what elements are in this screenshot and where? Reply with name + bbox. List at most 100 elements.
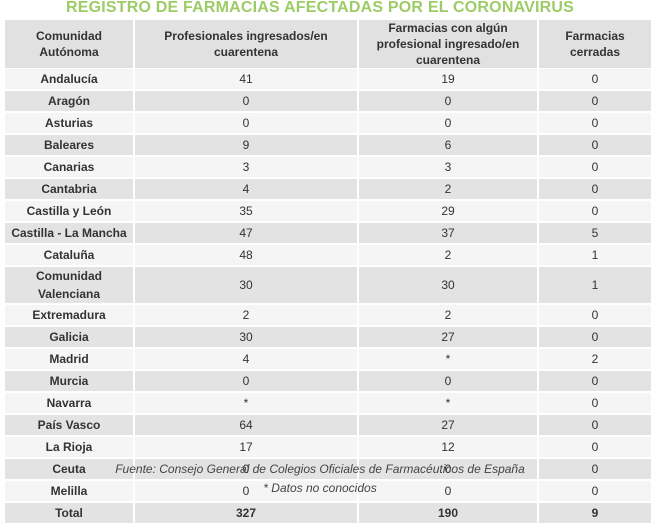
table-title: REGISTRO DE FARMACIAS AFECTADAS POR EL C… (65, 0, 575, 16)
farmacias-afectadas-cell: 29 (359, 201, 537, 223)
farmacias-afectadas-cell: 2 (359, 179, 537, 201)
region-cell: Madrid (5, 349, 133, 371)
farmacias-afectadas-cell: * (359, 393, 537, 415)
profesionales-cell: * (135, 393, 357, 415)
table-row: Cantabria 4 2 0 (5, 179, 651, 201)
region-cell: Extremadura (5, 305, 133, 327)
profesionales-cell: 2 (135, 305, 357, 327)
table-row: Cataluña 48 2 1 (5, 245, 651, 267)
farmacias-afectadas-cell: 0 (359, 459, 537, 481)
farmacias-afectadas-cell: 0 (359, 91, 537, 113)
profesionales-cell: 35 (135, 201, 357, 223)
profesionales-cell: 64 (135, 415, 357, 437)
region-cell: Andalucía (5, 69, 133, 91)
farmacias-cerradas-cell: 0 (539, 113, 651, 135)
region-cell: Asturias (5, 113, 133, 135)
farmacias-afectadas-cell: 27 (359, 327, 537, 349)
table-row: Extremadura 2 2 0 (5, 305, 651, 327)
farmacias-cerradas-cell: 0 (539, 157, 651, 179)
table-row: Asturias 0 0 0 (5, 113, 651, 135)
table-row: Castilla - La Mancha 47 37 5 (5, 223, 651, 245)
table-row: Andalucía 41 19 0 (5, 69, 651, 91)
table-body: Andalucía 41 19 0 Aragón 0 0 0 Asturias 0 0 0 Balear… (5, 69, 651, 525)
table-row: Navarra * * 0 (5, 393, 651, 415)
region-cell: Navarra (5, 393, 133, 415)
table-row: Murcia 0 0 0 (5, 371, 651, 393)
region-cell: País Vasco (5, 415, 133, 437)
farmacias-cerradas-cell: 0 (539, 459, 651, 481)
table-row: Comunidad Valenciana 30 30 1 (5, 267, 651, 305)
profesionales-cell: 30 (135, 267, 357, 305)
region-cell: Castilla - La Mancha (5, 223, 133, 245)
farmacias-cerradas-cell: 0 (539, 201, 651, 223)
region-cell: Baleares (5, 135, 133, 157)
table-row: País Vasco 64 27 0 (5, 415, 651, 437)
source-note: Fuente: Consejo General de Colegios Ofic… (115, 462, 525, 476)
region-cell: Cataluña (5, 245, 133, 267)
farmacias-afectadas-cell: 3 (359, 157, 537, 179)
table-row: Ceuta 0 0 0 (5, 459, 651, 481)
region-cell: Total (5, 503, 133, 525)
farmacias-afectadas-cell: * (359, 349, 537, 371)
farmacias-cerradas-cell: 0 (539, 305, 651, 327)
profesionales-cell: 41 (135, 69, 357, 91)
profesionales-cell: 0 (135, 91, 357, 113)
farmacias-afectadas-cell: 19 (359, 69, 537, 91)
region-cell: Canarias (5, 157, 133, 179)
table-row: Canarias 3 3 0 (5, 157, 651, 179)
profesionales-cell: 4 (135, 349, 357, 371)
farmacias-cerradas-cell: 5 (539, 223, 651, 245)
table-row: La Rioja 17 12 0 (5, 437, 651, 459)
farmacias-cerradas-cell: 0 (539, 371, 651, 393)
region-cell: Aragón (5, 91, 133, 113)
profesionales-cell: 3 (135, 157, 357, 179)
profesionales-cell: 9 (135, 135, 357, 157)
farmacias-afectadas-cell: 27 (359, 415, 537, 437)
farmacias-cerradas-cell: 0 (539, 415, 651, 437)
farmacias-cerradas-cell: 0 (539, 393, 651, 415)
region-cell: La Rioja (5, 437, 133, 459)
farmacias-afectadas-cell: 6 (359, 135, 537, 157)
profesionales-cell: 0 (135, 371, 357, 393)
farmacias-cerradas-cell: 0 (539, 91, 651, 113)
header-farmacias-afectadas: Farmacias con algún profesional ingresad… (359, 20, 537, 69)
farmacias-afectadas-cell: 30 (359, 267, 537, 305)
region-cell: Ceuta (5, 459, 133, 481)
farmacias-cerradas-cell: 9 (539, 503, 651, 525)
profesionales-cell: 4 (135, 179, 357, 201)
table-row: Aragón 0 0 0 (5, 91, 651, 113)
profesionales-cell: 47 (135, 223, 357, 245)
profesionales-cell: 48 (135, 245, 357, 267)
region-cell: Murcia (5, 371, 133, 393)
farmacias-afectadas-cell: 37 (359, 223, 537, 245)
profesionales-cell: 327 (135, 503, 357, 525)
farmacias-cerradas-cell: 0 (539, 179, 651, 201)
profesionales-cell: 0 (135, 459, 357, 481)
footnote: * Datos no conocidos (263, 481, 377, 495)
farmacias-afectadas-cell: 190 (359, 503, 537, 525)
table-row: Madrid 4 * 2 (5, 349, 651, 371)
region-cell: Comunidad Valenciana (5, 267, 133, 305)
farmacias-cerradas-cell: 2 (539, 349, 651, 371)
farmacias-cerradas-cell: 0 (539, 69, 651, 91)
profesionales-cell: 30 (135, 327, 357, 349)
farmacias-afectadas-cell: 12 (359, 437, 537, 459)
region-cell: Galicia (5, 327, 133, 349)
farmacias-afectadas-cell: 0 (359, 371, 537, 393)
region-cell: Castilla y León (5, 201, 133, 223)
profesionales-cell: 17 (135, 437, 357, 459)
table-row: Castilla y León 35 29 0 (5, 201, 651, 223)
farmacias-cerradas-cell: 0 (539, 135, 651, 157)
table-row: Galicia 30 27 0 (5, 327, 651, 349)
farmacias-cerradas-cell: 1 (539, 245, 651, 267)
profesionales-cell: 0 (135, 113, 357, 135)
header-row: Comunidad Autónoma Profesionales ingresa… (5, 20, 651, 69)
table-row: Baleares 9 6 0 (5, 135, 651, 157)
total-row: Total 327 190 9 (5, 503, 651, 525)
farmacias-afectadas-cell: 2 (359, 305, 537, 327)
header-comunidad: Comunidad Autónoma (5, 20, 133, 69)
farmacias-cerradas-cell: 0 (539, 327, 651, 349)
header-profesionales: Profesionales ingresados/en cuarentena (135, 20, 357, 69)
farmacias-afectadas-cell: 0 (359, 113, 537, 135)
farmacias-cerradas-cell: 0 (539, 437, 651, 459)
